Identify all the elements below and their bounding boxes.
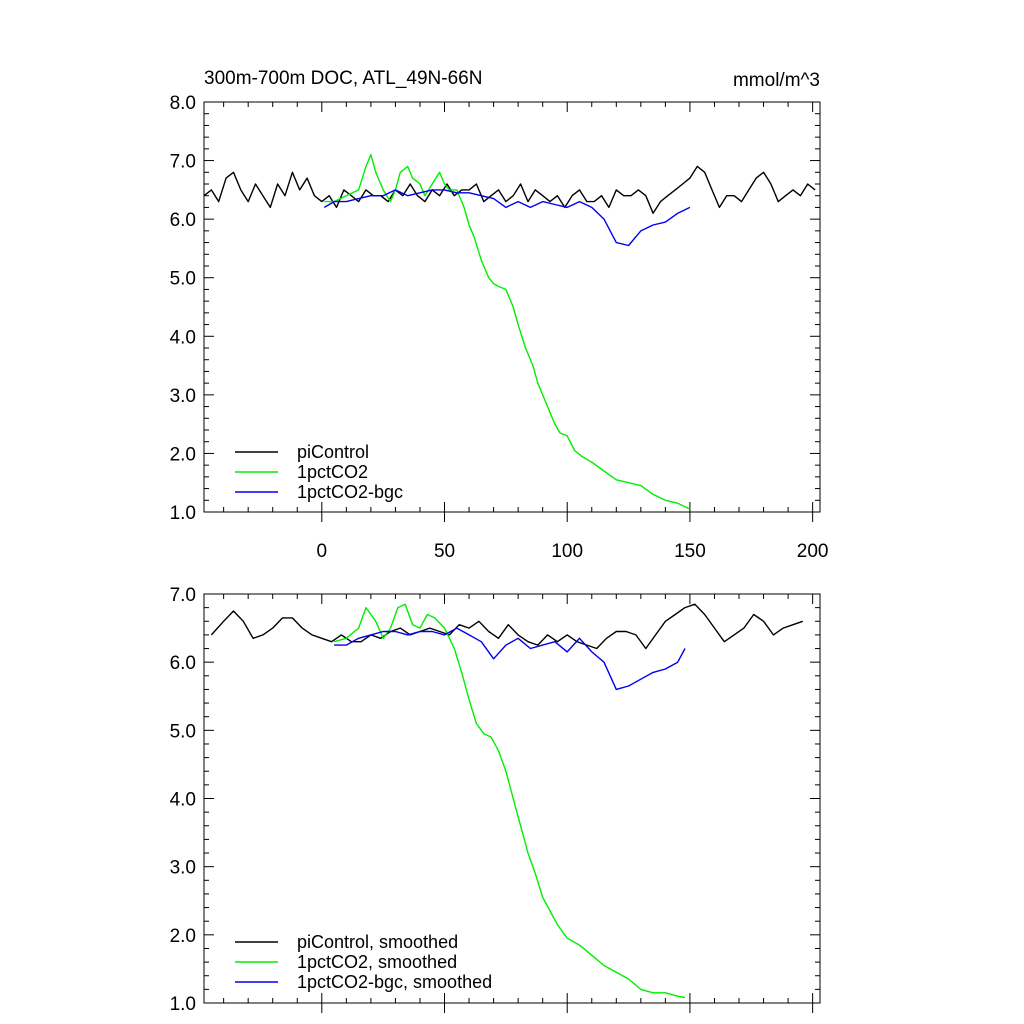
y-tick-label: 4.0 xyxy=(170,327,196,348)
y-tick-label: 7.0 xyxy=(170,585,196,606)
top-axes: 1.0 2.0 3.0 4.0 5.0 6.0 7.0 8.0 0 50 100 150 200 xyxy=(170,93,829,562)
legend-label: 1pctCO2, smoothed xyxy=(297,952,457,972)
x-tick-label: 50 xyxy=(434,541,455,562)
series-line-1 xyxy=(324,154,691,510)
x-tick-label: 0 xyxy=(317,541,328,562)
y-tick-label: 3.0 xyxy=(170,858,196,879)
units-label: mmol/m^3 xyxy=(733,70,820,91)
x-tick-label: 100 xyxy=(551,541,583,562)
legend-label: piControl xyxy=(297,442,369,462)
top-series-lines xyxy=(203,154,816,510)
y-tick-label: 8.0 xyxy=(170,93,196,114)
legend-label: 1pctCO2-bgc xyxy=(297,482,403,502)
y-tick-label: 7.0 xyxy=(170,152,196,173)
y-tick-label: 6.0 xyxy=(170,210,196,231)
series-line-2 xyxy=(334,627,686,691)
y-tick-label: 2.0 xyxy=(170,926,196,947)
series-line-2 xyxy=(323,189,691,247)
y-tick-label: 5.0 xyxy=(170,269,196,290)
series-line-1 xyxy=(333,603,686,999)
y-tick-label: 2.0 xyxy=(170,444,196,465)
y-tick-label: 5.0 xyxy=(170,721,196,742)
x-tick-label: 150 xyxy=(674,541,706,562)
y-tick-label: 1.0 xyxy=(170,503,196,524)
y-tick-label: 3.0 xyxy=(170,386,196,407)
bottom-axes: 1.0 2.0 3.0 4.0 5.0 6.0 7.0 xyxy=(170,585,821,1015)
plot-frame xyxy=(203,101,821,513)
bottom-series-lines xyxy=(210,603,804,999)
legend-label: piControl, smoothed xyxy=(297,932,458,952)
top-panel: 300m-700m DOC, ATL_49N-66N mmol/m^3 1.0 2… xyxy=(170,68,829,562)
series-line-0 xyxy=(203,165,816,214)
series-line-0 xyxy=(210,603,804,650)
legend-label: 1pctCO2-bgc, smoothed xyxy=(297,972,492,992)
legend-label: 1pctCO2 xyxy=(297,462,368,482)
y-tick-label: 1.0 xyxy=(170,994,196,1015)
y-tick-label: 4.0 xyxy=(170,790,196,811)
x-tick-label: 200 xyxy=(797,541,829,562)
y-tick-label: 6.0 xyxy=(170,653,196,674)
chart-title: 300m-700m DOC, ATL_49N-66N xyxy=(204,68,482,89)
bottom-panel: 1.0 2.0 3.0 4.0 5.0 6.0 7.0 piControl, smoothe… xyxy=(170,585,821,1015)
